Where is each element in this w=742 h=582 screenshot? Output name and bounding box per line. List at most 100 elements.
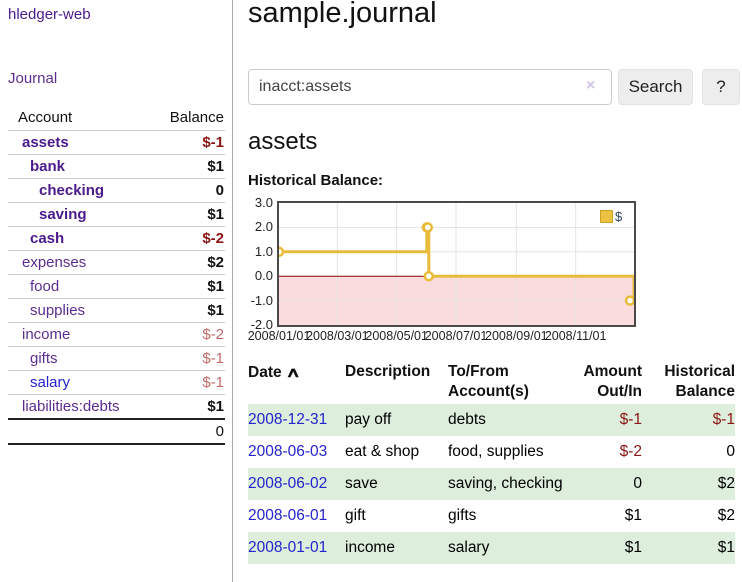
transaction-row: 2008-06-02 save saving, checking 0 $2 [248,468,735,500]
sidebar: hledger-web Journal Account Balance asse… [0,0,232,582]
transaction-amount: $-2 [619,443,642,460]
transaction-description: pay off [345,411,392,428]
transaction-accounts: saving, checking [448,475,563,492]
transaction-date-link[interactable]: 2008-12-31 [248,411,328,428]
sidebar-divider [232,0,233,582]
accounts-header-account: Account [18,109,73,126]
transaction-balance: 0 [726,443,735,460]
x-axis-tick-label: 2008/11/01 [544,329,607,343]
clear-search-icon[interactable]: × [586,77,596,94]
transaction-row: 2008-01-01 income salary $1 $1 [248,532,735,564]
transaction-balance: $2 [717,507,735,524]
account-link-saving[interactable]: saving [39,206,87,223]
transaction-date-link[interactable]: 2008-06-01 [248,507,328,524]
chart-title: Historical Balance: [248,172,384,189]
account-row: supplies $1 [8,298,225,323]
y-axis-tick-label: -2.0 [250,317,273,332]
sidebar-item-journal[interactable]: Journal [8,70,58,87]
y-axis-tick-label: 3.0 [254,195,273,210]
transaction-date-link[interactable]: 2008-06-03 [248,443,328,460]
transaction-balance: $-1 [712,411,735,428]
accounts-total-value: 0 [215,423,224,440]
transaction-balance: $2 [717,475,735,492]
accounts-header-balance: Balance [169,109,224,126]
y-axis-tick-label: -1.0 [250,292,273,308]
search-button[interactable]: Search [618,69,693,105]
transaction-description: eat & shop [345,443,420,460]
account-link-liabilities-debts[interactable]: liabilities:debts [22,398,120,415]
account-link-salary[interactable]: salary [30,374,71,391]
account-link-gifts[interactable]: gifts [30,350,58,367]
account-link-cash[interactable]: cash [30,230,65,247]
y-axis-tick-label: 0.0 [254,268,273,284]
transaction-accounts: gifts [448,507,477,524]
account-balance: $1 [207,398,224,415]
x-axis-tick-label: 2008/09/01 [485,329,548,343]
search-bar: × Search ? [248,69,742,105]
transaction-description: income [345,539,395,556]
register-header-amount: Amount Out/In [583,363,642,400]
account-balance: $1 [207,278,224,295]
chart-canvas [279,203,634,325]
search-input[interactable] [248,69,612,105]
account-row: assets $-1 [8,130,225,155]
legend-label: $ [615,209,623,224]
register-header-row: Date ∧ Description To/From Account(s) Amo… [248,358,735,404]
help-button[interactable]: ? [702,69,740,105]
account-balance: $-1 [202,374,224,391]
transaction-date-link[interactable]: 2008-01-01 [248,539,328,556]
transaction-balance: $1 [717,539,735,556]
main-content: sample.journal × Search ? assets Histori… [248,0,742,582]
page-title: sample.journal [248,0,437,29]
account-row: income $-2 [8,322,225,347]
transaction-description: save [345,475,378,492]
x-axis-tick-label: 2008/05/01 [365,329,428,343]
account-row: cash $-2 [8,226,225,251]
sort-asc-icon: ∧ [285,364,301,380]
account-balance: 0 [215,182,224,199]
account-link-checking[interactable]: checking [39,182,105,199]
transaction-row: 2008-06-03 eat & shop food, supplies $-2 0 [248,436,735,468]
x-axis-tick-label: 2008/03/01 [306,329,369,343]
account-link-expenses[interactable]: expenses [22,254,87,271]
chart-plot-area [277,201,636,327]
transaction-amount: $1 [624,539,642,556]
account-heading: assets [248,128,318,155]
accounts-table: Account Balance assets $-1 bank $1 checking 0… [8,106,225,445]
accounts-header-row: Account Balance [8,106,225,131]
transaction-row: 2008-12-31 pay off debts $-1 $-1 [248,404,735,436]
y-axis-tick-label: 2.0 [254,219,273,235]
account-row: food $1 [8,274,225,299]
account-row: salary $-1 [8,370,225,395]
account-link-income[interactable]: income [22,326,71,343]
account-balance: $2 [207,254,224,271]
register-header-description: Description [345,363,431,380]
account-balance: $1 [207,206,224,223]
account-balance: $-2 [202,230,224,247]
account-row: liabilities:debts $1 [8,394,225,420]
accounts-total-row: 0 [8,419,225,444]
transaction-accounts: salary [448,539,490,556]
account-row: checking 0 [8,178,225,203]
app-title-link[interactable]: hledger-web [8,6,91,23]
x-axis-tick-label: 2008/07/01 [424,329,488,343]
x-axis-tick-label: 2008/01/01 [247,329,311,343]
account-row: saving $1 [8,202,225,227]
account-row: expenses $2 [8,250,225,275]
account-row: bank $1 [8,154,225,179]
register-table: Date ∧ Description To/From Account(s) Amo… [248,358,735,564]
account-link-supplies[interactable]: supplies [30,302,86,319]
accounts-total-spacer [8,419,145,444]
account-balance: $-1 [202,350,224,367]
transaction-date-link[interactable]: 2008-06-02 [248,475,328,492]
transaction-amount: $1 [624,507,642,524]
register-header-balance: Historical Balance [664,363,735,400]
account-link-bank[interactable]: bank [30,158,66,175]
register-header-accounts: To/From Account(s) [448,363,529,400]
legend-swatch-icon [600,210,613,223]
register-header-date[interactable]: Date ∧ [248,364,301,381]
account-link-assets[interactable]: assets [22,134,69,151]
account-row: gifts $-1 [8,346,225,371]
account-link-food[interactable]: food [30,278,60,295]
y-axis-tick-label: 1.0 [254,243,273,259]
